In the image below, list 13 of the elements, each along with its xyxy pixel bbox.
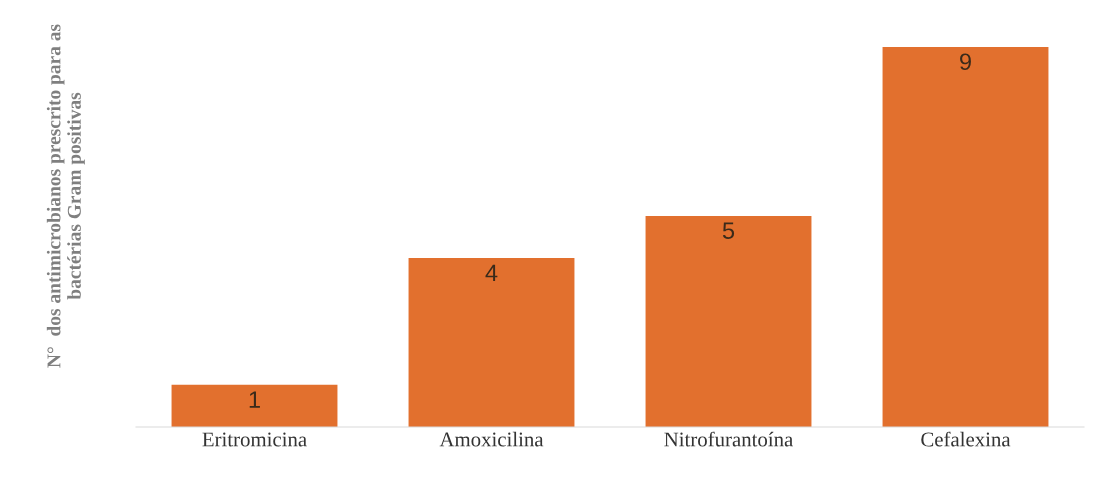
data-label: 1 (249, 391, 260, 408)
y-axis-title: N° dos antimicrobianos prescrito para as bactérias Gram positivas (46, 24, 85, 368)
bar (408, 258, 575, 427)
bar (171, 384, 338, 427)
x-tick-label: Amoxicilina (439, 431, 544, 447)
x-tick-label: Cefalexina (921, 431, 1011, 447)
data-label: 5 (722, 222, 735, 239)
x-tick-label: Nitrofurantoína (664, 431, 794, 447)
data-label: 9 (960, 53, 971, 71)
bar (645, 215, 812, 427)
bar (882, 47, 1049, 427)
data-label: 4 (485, 264, 498, 281)
x-tick-label: Eritromicina (202, 432, 307, 447)
